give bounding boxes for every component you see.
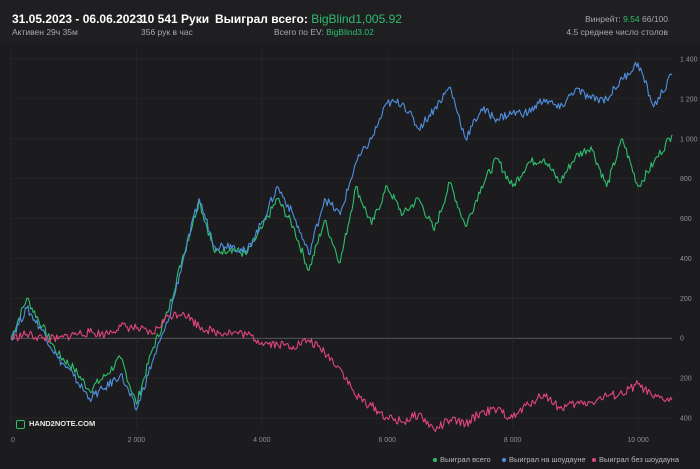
legend-label-total: Выиграл всего xyxy=(440,455,491,464)
y-tick-label: 200 xyxy=(680,296,692,303)
legend-item-showdown[interactable]: Выиграл на шоудауне xyxy=(502,455,586,464)
y-tick-label: 400 xyxy=(680,416,692,423)
total-won-value: BigBlind1,005.92 xyxy=(311,12,402,26)
x-tick-label: 2 000 xyxy=(128,437,146,444)
chart-header: 31.05.2023 - 06.06.2023 Активен 29ч 35м … xyxy=(0,0,700,44)
legend-label-no-showdown: Выиграл без шоудауна xyxy=(599,455,679,464)
series-line-total xyxy=(10,134,673,405)
hands-per-hour: 356 рук в час xyxy=(141,27,193,37)
hands-count: 10 541 Руки xyxy=(141,12,210,26)
total-won-label: Выиграл всего: xyxy=(215,12,308,26)
winrate-value: 9.54 xyxy=(623,14,640,24)
y-tick-label: 600 xyxy=(680,216,692,223)
y-tick-label: 800 xyxy=(680,176,692,183)
x-tick-label: 8 000 xyxy=(504,437,522,444)
x-tick-label: 10 000 xyxy=(627,437,649,444)
legend-label-showdown: Выиграл на шоудауне xyxy=(509,455,586,464)
chart-area: 400 200 0 200 400 600 800 1 000 1 200 1 400 0 2 000… xyxy=(10,49,698,444)
winrate-label: Винрейт: xyxy=(585,14,621,24)
ev-total: Всего по EV: BigBlind3.02 xyxy=(274,27,374,37)
y-tick-label: 1 400 xyxy=(680,56,698,63)
y-tick-label: 400 xyxy=(680,256,692,263)
ev-value: BigBlind3.02 xyxy=(326,27,374,37)
series-line-no-showdown xyxy=(10,311,673,432)
y-tick-label: 0 xyxy=(680,336,684,343)
logo-mark-icon xyxy=(16,419,25,429)
date-range: 31.05.2023 - 06.06.2023 xyxy=(12,12,143,26)
active-time: Активен 29ч 35м xyxy=(12,27,78,37)
ev-label: Всего по EV: xyxy=(274,27,324,37)
total-won: Выиграл всего: BigBlind1,005.92 xyxy=(215,12,402,26)
x-tick-label: 4 000 xyxy=(253,437,271,444)
legend-dot-icon xyxy=(592,458,596,463)
x-tick-label: 6 000 xyxy=(378,437,396,444)
hand2note-logo: HAND2NOTE.COM xyxy=(16,419,95,429)
y-tick-label: 1 200 xyxy=(680,96,698,103)
x-tick-label: 0 xyxy=(11,437,15,444)
series-line-showdown xyxy=(10,61,673,411)
logo-text: HAND2NOTE.COM xyxy=(29,419,96,428)
legend-item-no-showdown[interactable]: Выиграл без шоудауна xyxy=(592,455,679,464)
winrate-rest: 66/100 xyxy=(642,14,668,24)
legend-dot-icon xyxy=(433,458,437,463)
winrate: Винрейт: 9.54 66/100 xyxy=(585,14,668,24)
legend-dot-icon xyxy=(502,458,506,463)
avg-tables: 4.5 среднее число столов xyxy=(566,27,668,37)
y-tick-label: 1 000 xyxy=(680,136,698,143)
y-tick-label: 200 xyxy=(680,376,692,383)
legend-item-total[interactable]: Выиграл всего xyxy=(433,455,491,464)
